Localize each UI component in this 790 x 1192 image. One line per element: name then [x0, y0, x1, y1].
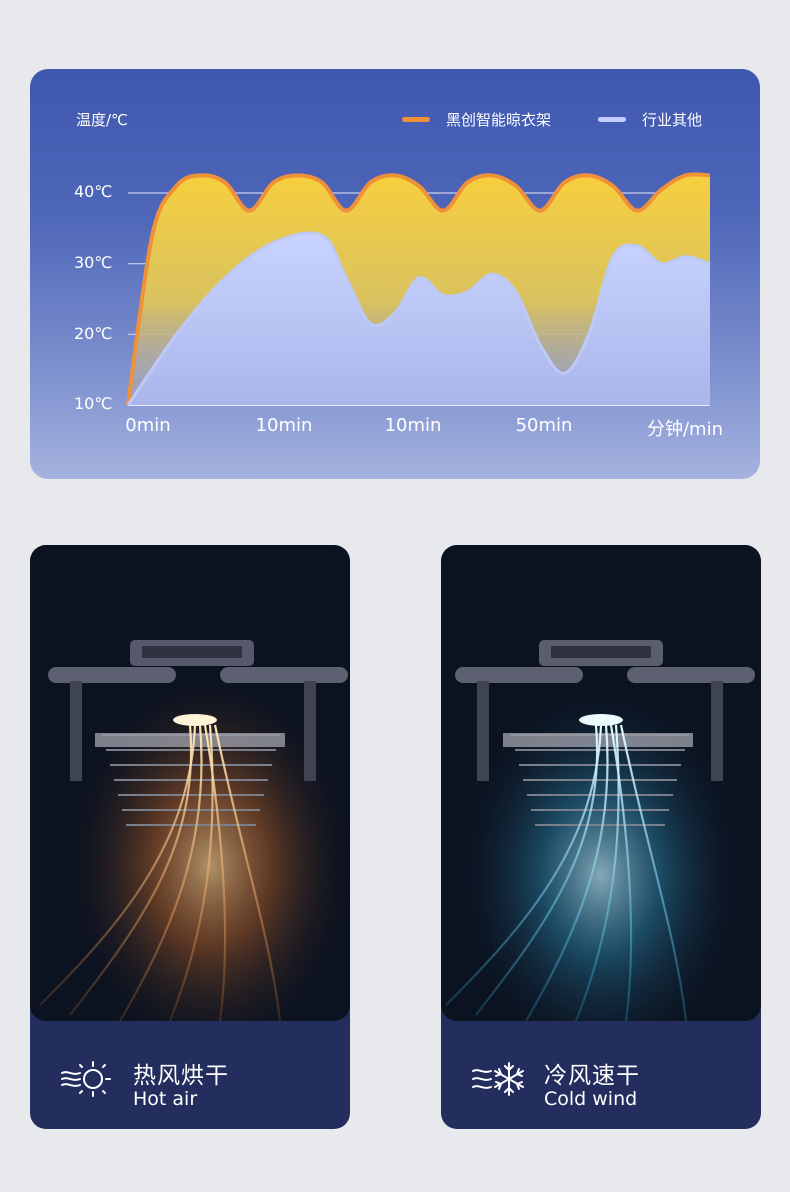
feature-title-en: Hot air: [133, 1088, 198, 1110]
feature-caption: 热风烘干 Hot air: [30, 1021, 350, 1129]
legend-label: 黑创智能晾衣架: [446, 111, 552, 129]
y-tick-label: 20℃: [74, 324, 113, 343]
feature-title-en: Cold wind: [544, 1088, 638, 1110]
series-area-hei-chuang-line: [126, 172, 711, 406]
series-area-industry-other: [128, 232, 710, 405]
y-tick-label: 10℃: [74, 394, 113, 413]
temperature-chart-card: 温度/℃ 黑创智能晾衣架 行业其他 40℃ 30℃ 20℃ 10℃ 0min 1…: [30, 69, 760, 479]
temperature-chart: [126, 172, 711, 406]
legend-label: 行业其他: [642, 111, 703, 129]
y-tick-label: 30℃: [74, 253, 113, 272]
feature-card-hot-air: 热风烘干 Hot air: [30, 545, 350, 1129]
y-tick-label: 40℃: [74, 182, 113, 201]
feature-title-zh: 热风烘干: [133, 1063, 229, 1089]
feature-title-zh: 冷风速干: [544, 1063, 640, 1089]
snowflake-wind-icon: [472, 1062, 524, 1096]
feature-caption: 冷风速干 Cold wind: [441, 1021, 761, 1129]
x-tick-label: 50min: [515, 415, 573, 436]
product-photo-cold-wind: [441, 545, 761, 1021]
legend-item-series-2: 行业其他: [598, 109, 702, 130]
x-tick-label: 10min: [384, 415, 442, 436]
legend-swatch-blue: [598, 117, 626, 122]
series-area-industry-other-line: [126, 231, 711, 406]
sun-heat-icon: [61, 1061, 111, 1097]
product-photo-hot-air: [30, 545, 350, 1021]
feature-card-cold-wind: 冷风速干 Cold wind: [441, 545, 761, 1129]
legend-item-series-1: 黑创智能晾衣架: [402, 109, 551, 130]
x-tick-label: 分钟/min: [646, 419, 724, 440]
x-tick-label: 0min: [125, 415, 171, 436]
x-tick-label: 10min: [255, 415, 313, 436]
legend-swatch-orange: [402, 117, 430, 122]
y-axis-unit-label: 温度/℃: [76, 111, 128, 129]
